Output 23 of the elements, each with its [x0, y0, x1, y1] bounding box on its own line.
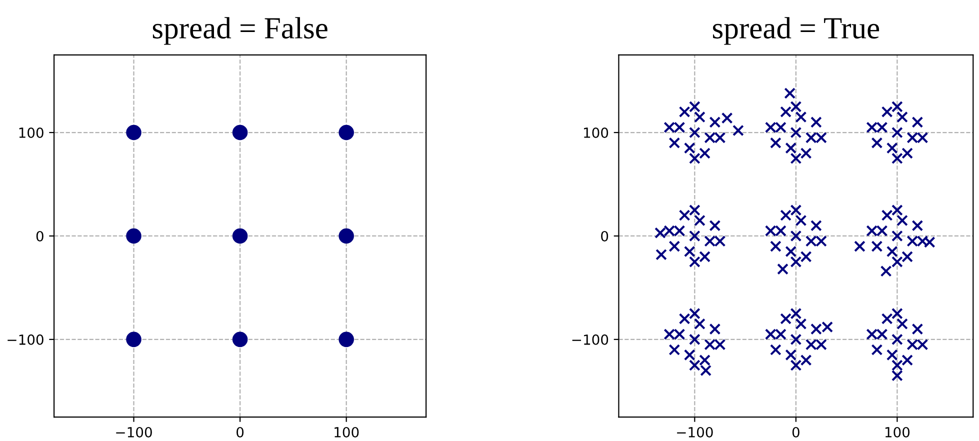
y-tick-label: −100	[572, 334, 608, 345]
point	[232, 124, 248, 140]
y-tick-label: 0	[36, 230, 44, 242]
y-tick-label: 0	[601, 230, 608, 242]
chart-title: spread = False	[152, 17, 328, 45]
x-tick-label: −100	[677, 426, 713, 438]
point	[126, 124, 142, 140]
point	[126, 228, 142, 244]
x-tick-label: 0	[792, 426, 800, 438]
point	[126, 332, 142, 348]
y-tick-label: 100	[19, 128, 44, 138]
point	[338, 332, 354, 348]
x-tick-label: 100	[334, 426, 359, 438]
point	[338, 124, 354, 140]
point	[232, 228, 248, 244]
chart-title: spread = True	[713, 17, 880, 45]
y-tick-label: −100	[8, 334, 44, 345]
point	[232, 332, 248, 348]
x-tick-label: 100	[885, 426, 910, 438]
point	[338, 228, 354, 244]
x-tick-label: 0	[236, 426, 244, 438]
y-tick-label: 100	[584, 128, 608, 138]
x-tick-label: −100	[116, 426, 152, 438]
